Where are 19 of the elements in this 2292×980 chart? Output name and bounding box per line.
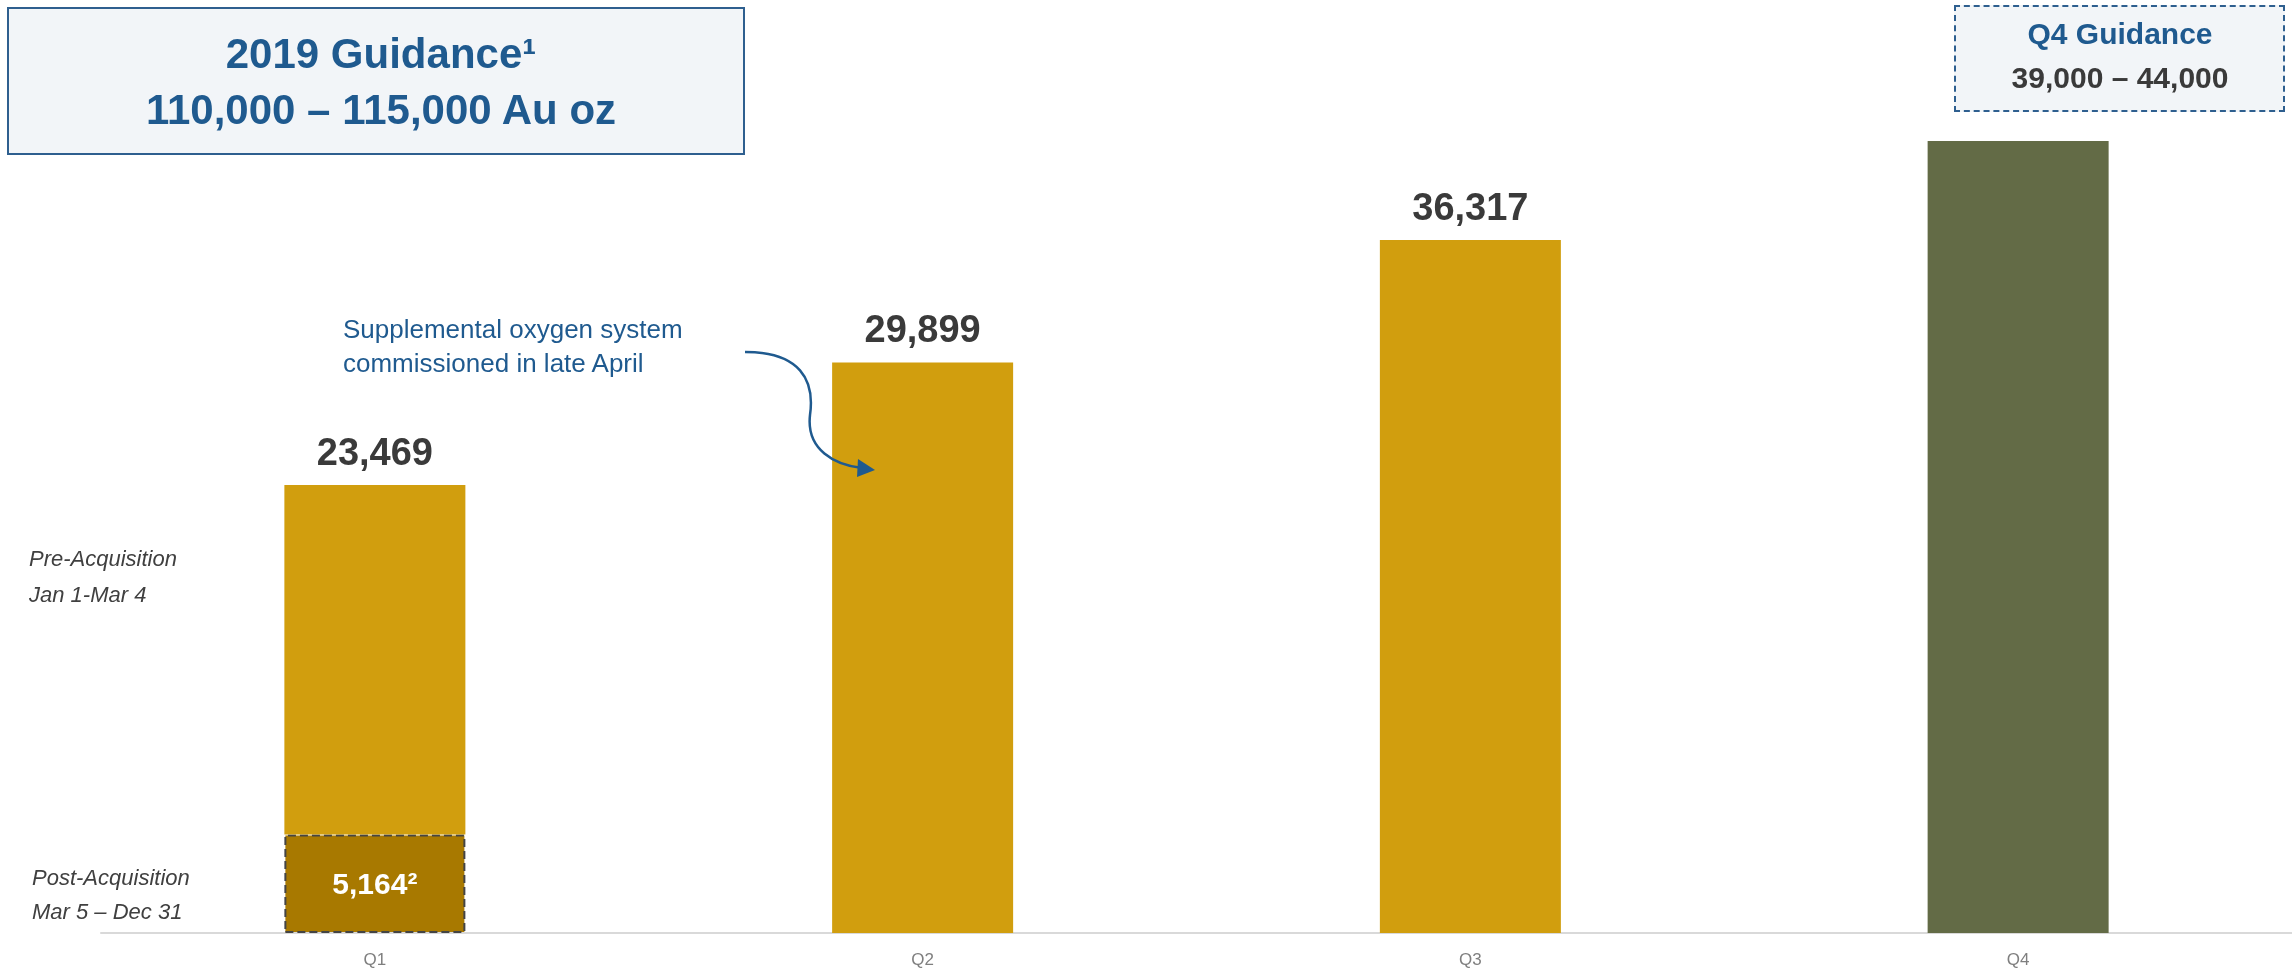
chart-title: 2019 Guidance¹ 110,000 – 115,000 Au oz [145,29,617,133]
bar [284,834,466,933]
total-label: 23,469 [316,431,433,474]
annotation: Supplemental oxygen system commissioned in late April [343,314,683,378]
text: 39,000 – 44,000 [2011,60,2229,94]
x-tick-label: Q1 [363,950,387,969]
annotation: Pre-Acquisition Jan 1-Mar 4 [28,545,177,607]
bar [1379,239,1561,933]
bar [832,362,1014,933]
x-tick-label: Q2 [911,950,934,969]
bar [284,485,466,835]
data-label: 36,317 [1412,185,1529,228]
x-tick-label: Q4 [2006,950,2030,969]
data-label: 5,164² [332,867,418,901]
annotation: Post-Acquisition Mar 5 – Dec 31 [32,864,190,924]
text: Q4 Guidance [2027,16,2213,50]
data-label: 29,899 [864,308,981,351]
bar [1927,141,2109,933]
x-tick-label: Q3 [1459,950,1482,969]
